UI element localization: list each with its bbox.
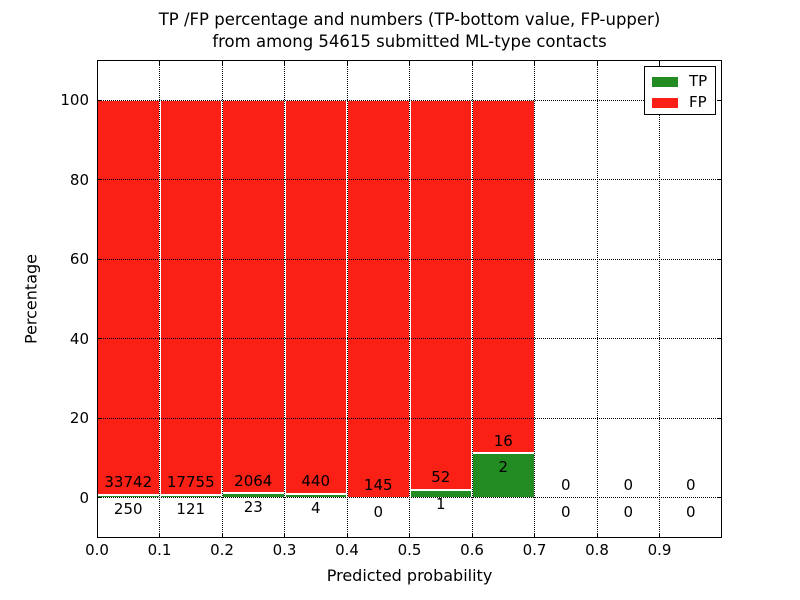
- y-tick-label: 60: [69, 250, 89, 268]
- x-gridline: [409, 60, 410, 538]
- y-tick-left: [97, 258, 102, 260]
- x-gridline: [659, 60, 660, 538]
- x-tick-top: [346, 60, 348, 65]
- x-tick-top: [409, 60, 410, 65]
- fp-bar-segment: [97, 100, 160, 495]
- fp-bar-segment: [409, 100, 472, 490]
- x-tick-bottom: [659, 533, 660, 538]
- fp-count-label: 52: [431, 468, 451, 487]
- x-tick-top: [471, 60, 473, 65]
- fp-color-swatch: [652, 97, 678, 108]
- y-tick-label: 0: [79, 488, 89, 507]
- fp-bar-segment: [472, 100, 535, 454]
- x-tick-label: 0.6: [460, 541, 484, 559]
- x-tick-bottom: [409, 533, 410, 538]
- tp-count-label: 0: [560, 502, 571, 521]
- x-gridline: [471, 60, 473, 538]
- tp-count-label: 0: [685, 502, 696, 521]
- x-tick-top: [159, 60, 160, 65]
- legend-label-fp: FP: [689, 93, 707, 111]
- x-tick-bottom: [159, 533, 160, 538]
- x-tick-label: 0.4: [335, 541, 359, 559]
- legend-entry-tp: TP: [645, 71, 715, 92]
- plot-area: TP FP 33742 250 17755 121 2064 23 440 4 145 0 52 1 1…: [96, 60, 722, 538]
- x-tick-bottom: [221, 533, 223, 538]
- tp-count-label: 1: [435, 494, 446, 513]
- x-tick-top: [596, 60, 598, 65]
- x-tick-label: 0.8: [585, 541, 609, 559]
- fp-count-label: 0: [623, 476, 634, 494]
- y-tick-right: [717, 338, 722, 339]
- x-tick-top: [221, 60, 223, 65]
- y-tick-label: 100: [60, 91, 89, 109]
- fp-count-label: 17755: [166, 473, 215, 492]
- y-tick-left: [97, 179, 102, 180]
- y-axis-label: Percentage: [21, 253, 41, 345]
- y-tick-left: [97, 417, 102, 419]
- legend: TP FP: [644, 66, 716, 115]
- fp-count-label: 440: [301, 472, 331, 491]
- x-tick-bottom: [284, 533, 285, 538]
- fp-count-label: 0: [685, 476, 696, 494]
- tp-count-label: 2: [498, 458, 509, 477]
- y-tick-right: [717, 417, 722, 419]
- tp-count-label: 0: [623, 502, 634, 521]
- x-tick-top: [534, 60, 535, 65]
- tp-count-label: 250: [113, 499, 143, 518]
- x-tick-bottom: [596, 533, 598, 538]
- legend-entry-fp: FP: [645, 92, 715, 113]
- x-tick-top: [96, 60, 98, 65]
- x-gridline: [534, 60, 535, 538]
- legend-label-tp: TP: [689, 72, 708, 90]
- x-gridline: [284, 60, 285, 538]
- chart-title: TP /FP percentage and numbers (TP-bottom…: [97, 9, 722, 53]
- y-tick-label: 40: [69, 329, 89, 348]
- chart-title-line1: TP /FP percentage and numbers (TP-bottom…: [158, 10, 661, 29]
- tp-bar-segment: [472, 453, 535, 498]
- x-axis-label: Predicted probability: [326, 566, 493, 585]
- x-tick-top: [659, 60, 660, 65]
- tp-count-label: 4: [310, 498, 321, 517]
- y-tick-label: 80: [69, 170, 89, 189]
- y-tick-left: [97, 338, 102, 339]
- x-tick-label: 0.9: [647, 541, 672, 559]
- fp-count-label: 145: [363, 476, 393, 494]
- x-tick-label: 0.5: [397, 541, 422, 559]
- tp-count-label: 23: [243, 498, 263, 517]
- fp-count-label: 2064: [234, 471, 273, 490]
- x-tick-bottom: [346, 533, 348, 538]
- fp-count-label: 33742: [104, 473, 153, 492]
- x-gridline: [346, 60, 348, 538]
- y-tick-right: [717, 497, 722, 498]
- fp-bar-segment: [159, 100, 222, 495]
- chart-title-line2: from among 54615 submitted ML-type conta…: [212, 32, 607, 51]
- x-gridline: [159, 60, 160, 538]
- x-tick-label: 0.0: [85, 541, 109, 559]
- y-tick-label: 20: [69, 409, 89, 427]
- x-gridline: [221, 60, 223, 538]
- x-tick-label: 0.1: [147, 541, 172, 559]
- fp-bar-segment: [284, 100, 347, 494]
- fp-bar-segment: [347, 100, 410, 498]
- y-tick-left: [97, 99, 102, 101]
- y-tick-left: [97, 497, 102, 498]
- x-tick-label: 0.2: [210, 541, 234, 559]
- x-tick-bottom: [471, 533, 473, 538]
- x-tick-label: 0.3: [272, 541, 297, 559]
- tp-color-swatch: [652, 76, 678, 87]
- x-tick-label: 0.7: [522, 541, 547, 559]
- y-tick-right: [717, 179, 722, 180]
- tp-count-label: 121: [176, 499, 206, 518]
- x-tick-top: [284, 60, 285, 65]
- fp-count-label: 16: [493, 431, 513, 450]
- fp-bar-segment: [222, 100, 285, 494]
- x-gridline: [596, 60, 598, 538]
- y-tick-right: [717, 99, 722, 101]
- fp-count-label: 0: [560, 476, 571, 494]
- tp-count-label: 0: [373, 502, 384, 521]
- x-tick-bottom: [534, 533, 535, 538]
- x-tick-bottom: [96, 533, 98, 538]
- y-tick-right: [717, 258, 722, 260]
